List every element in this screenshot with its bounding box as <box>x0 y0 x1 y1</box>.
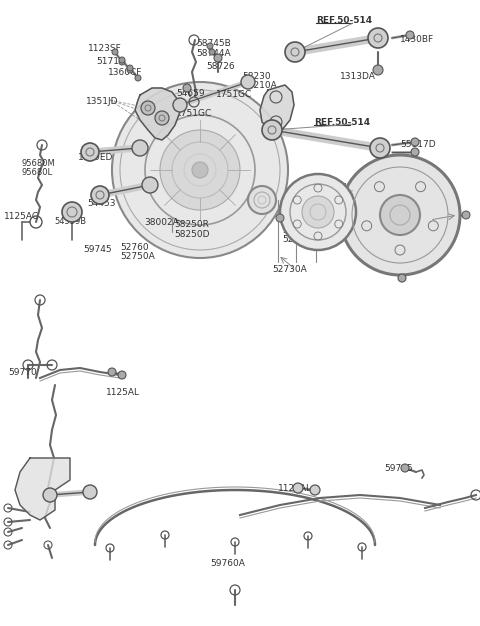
Text: 55117D: 55117D <box>400 140 436 149</box>
Circle shape <box>127 67 133 73</box>
Circle shape <box>119 59 125 65</box>
Circle shape <box>127 65 133 71</box>
Circle shape <box>462 211 470 219</box>
Circle shape <box>83 485 97 499</box>
Circle shape <box>248 186 276 214</box>
Text: 58210A: 58210A <box>242 81 277 90</box>
Text: 1751GC: 1751GC <box>176 109 212 118</box>
Text: 1125AL: 1125AL <box>278 484 312 493</box>
Circle shape <box>173 98 187 112</box>
Text: 58250R: 58250R <box>174 220 209 229</box>
Text: 58411D: 58411D <box>330 183 365 192</box>
Text: 52760: 52760 <box>120 243 149 252</box>
Circle shape <box>91 186 109 204</box>
Text: 1125AL: 1125AL <box>106 388 140 397</box>
Text: 1313DA: 1313DA <box>340 72 376 81</box>
Text: 52752: 52752 <box>282 235 311 244</box>
Circle shape <box>81 143 99 161</box>
Circle shape <box>280 174 356 250</box>
Text: 58230: 58230 <box>242 72 271 81</box>
Circle shape <box>406 31 414 39</box>
Polygon shape <box>135 88 180 140</box>
Text: 95680M: 95680M <box>22 159 56 168</box>
Circle shape <box>209 49 215 55</box>
Circle shape <box>262 120 282 140</box>
Text: 58726: 58726 <box>206 62 235 71</box>
Circle shape <box>132 140 148 156</box>
Circle shape <box>370 138 390 158</box>
Text: 58745B: 58745B <box>196 39 231 48</box>
Text: 1129ED: 1129ED <box>78 153 113 162</box>
Text: 1351JD: 1351JD <box>86 97 119 106</box>
Circle shape <box>241 75 255 89</box>
Circle shape <box>142 177 158 193</box>
Circle shape <box>112 82 288 258</box>
Circle shape <box>183 84 191 92</box>
Text: 59745: 59745 <box>384 464 413 473</box>
Circle shape <box>62 202 82 222</box>
Text: 1123SF: 1123SF <box>88 44 122 53</box>
Text: REF.50-514: REF.50-514 <box>314 118 370 127</box>
Circle shape <box>411 148 419 156</box>
Circle shape <box>293 483 303 493</box>
Circle shape <box>135 75 141 81</box>
Text: 38002A: 38002A <box>144 218 179 227</box>
Circle shape <box>108 368 116 376</box>
Circle shape <box>207 43 213 49</box>
Circle shape <box>411 138 419 146</box>
Circle shape <box>118 371 126 379</box>
Circle shape <box>285 42 305 62</box>
Circle shape <box>214 54 222 62</box>
Circle shape <box>192 162 208 178</box>
Text: 54453: 54453 <box>87 199 116 208</box>
Text: 1125AC: 1125AC <box>4 212 39 221</box>
Circle shape <box>119 57 125 63</box>
Circle shape <box>380 195 420 235</box>
Text: 51711: 51711 <box>96 57 125 66</box>
Text: REF.50-514: REF.50-514 <box>316 16 372 25</box>
Text: 1430BF: 1430BF <box>400 35 434 44</box>
Circle shape <box>141 101 155 115</box>
Circle shape <box>112 49 118 55</box>
Circle shape <box>340 155 460 275</box>
Circle shape <box>398 274 406 282</box>
Circle shape <box>401 464 409 472</box>
Circle shape <box>368 28 388 48</box>
Text: 58250D: 58250D <box>174 230 209 239</box>
Text: 59760A: 59760A <box>210 559 245 568</box>
Text: 54559B: 54559B <box>54 217 86 226</box>
Circle shape <box>276 214 284 222</box>
Text: 51752: 51752 <box>282 226 311 235</box>
Circle shape <box>373 65 383 75</box>
Text: 52730A: 52730A <box>272 265 307 274</box>
Text: 54659: 54659 <box>176 89 204 98</box>
Text: 59770: 59770 <box>8 368 37 377</box>
Text: 1751GC: 1751GC <box>216 90 252 99</box>
Circle shape <box>160 130 240 210</box>
Text: 95680L: 95680L <box>22 168 53 177</box>
Text: 58744A: 58744A <box>196 49 230 58</box>
Circle shape <box>43 488 57 502</box>
Text: 52750A: 52750A <box>120 252 155 261</box>
Polygon shape <box>15 458 70 520</box>
Circle shape <box>302 196 334 228</box>
Text: 1220FS: 1220FS <box>424 213 457 222</box>
Text: 1360CF: 1360CF <box>108 68 143 77</box>
Circle shape <box>155 111 169 125</box>
Text: 58414: 58414 <box>392 257 420 266</box>
Polygon shape <box>260 85 294 130</box>
Text: 59745: 59745 <box>83 245 112 254</box>
Circle shape <box>310 485 320 495</box>
